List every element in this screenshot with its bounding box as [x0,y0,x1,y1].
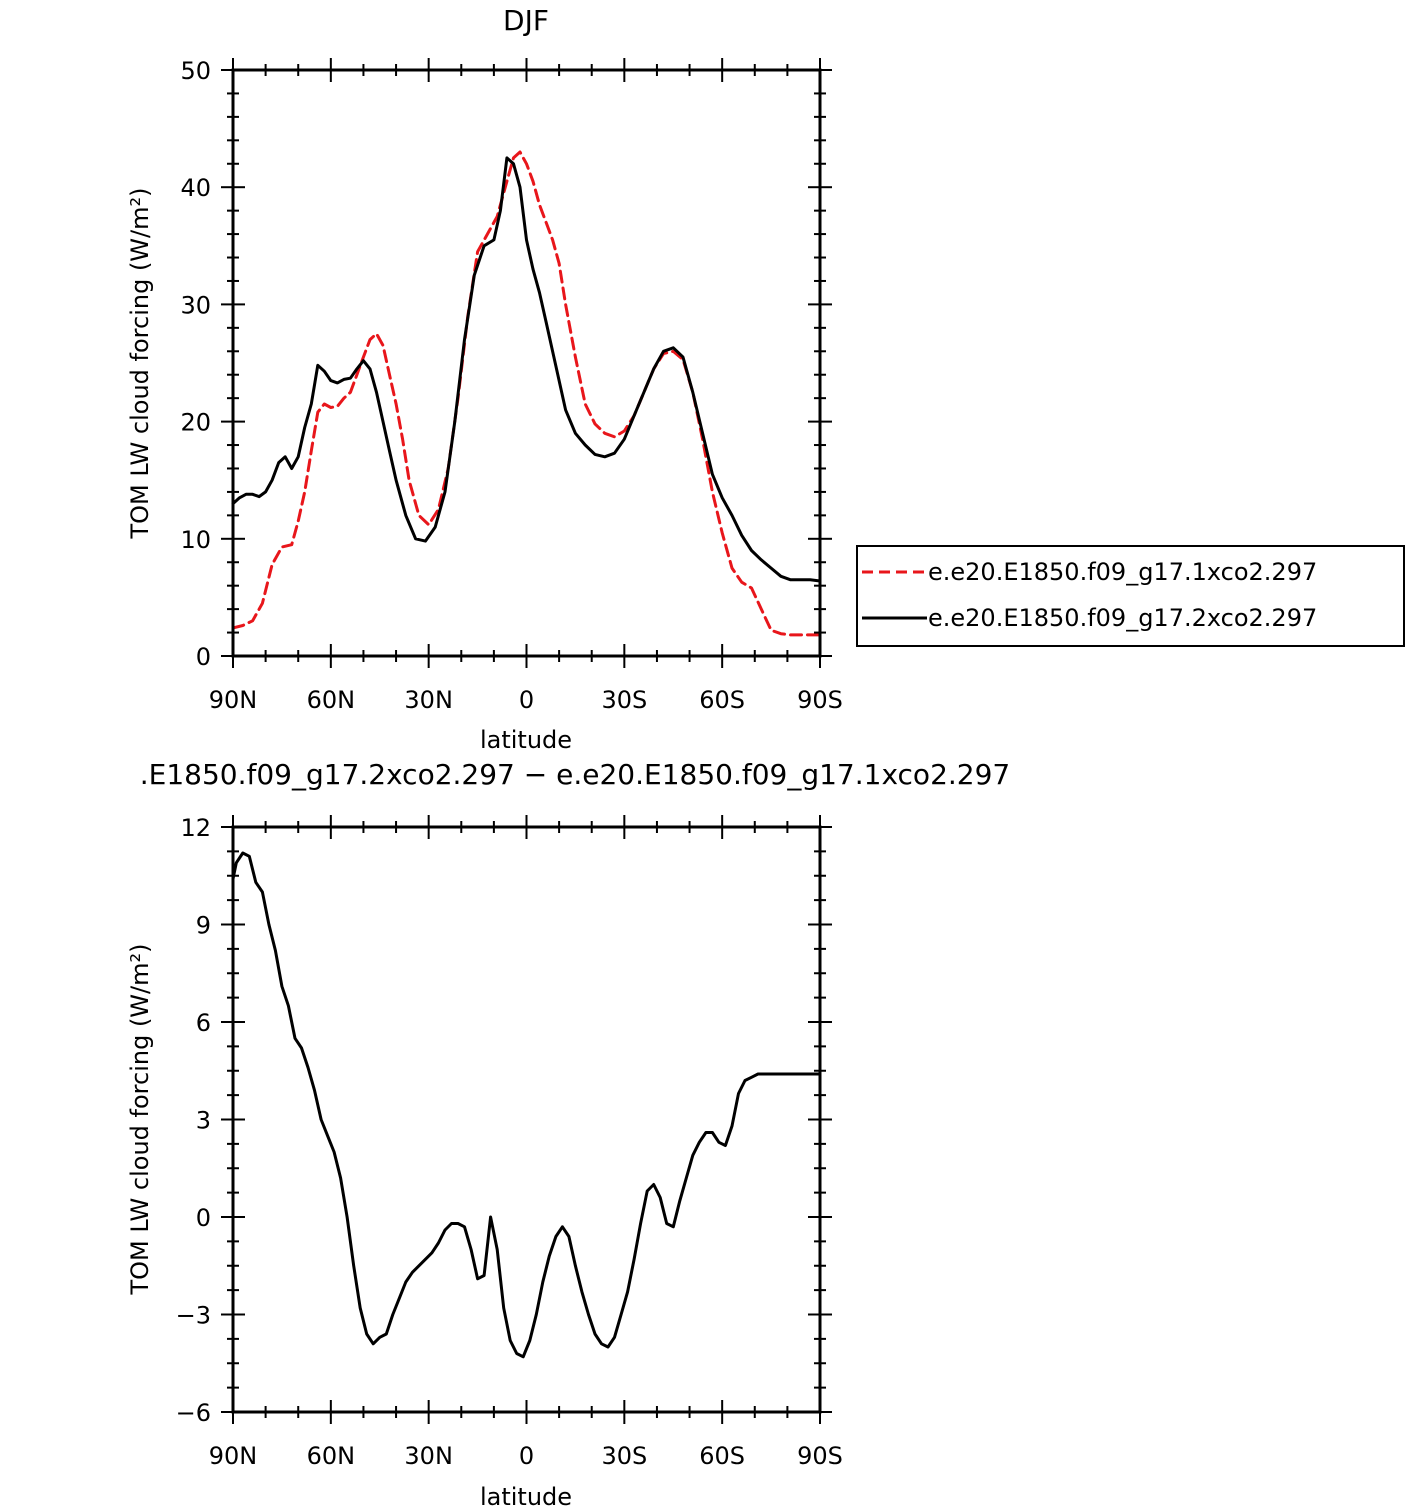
y-tick-label: 20 [180,409,211,437]
x-tick-label: 90N [209,686,258,714]
legend-label-1: e.e20.E1850.f09_g17.1xco2.297 [928,558,1317,586]
series-line-1 [231,150,822,637]
x-tick-label: 90S [797,1442,843,1470]
series-line-2 [231,156,822,583]
y-tick-label: 10 [180,526,211,554]
panel-top-chart: DJF 90N 60N 30N 0 30S 60S 90S 0 10 20 30 40 50 latit… [126,4,1405,754]
y-tick-label: −6 [176,1399,211,1427]
x-tick-label: 30N [404,1442,453,1470]
axis-ticks: 90N 60N 30N 0 30S 60S 90S 0 10 20 30 40 50 [180,57,842,714]
y-axis-title: TOM LW cloud forcing (W/m²) [126,188,154,540]
series-line-1 [231,851,822,1359]
x-axis-title: latitude [480,726,572,754]
x-tick-label: 90S [797,686,843,714]
y-tick-label: 12 [180,814,211,842]
x-tick-label: 0 [519,1442,534,1470]
x-tick-label: 60N [307,686,356,714]
x-tick-label: 30N [404,686,453,714]
y-tick-label: 0 [196,1204,211,1232]
x-tick-label: 90N [209,1442,258,1470]
y-tick-label: 40 [180,174,211,202]
series-group [231,851,822,1359]
x-tick-label: 30S [601,686,647,714]
x-tick-label: 30S [601,1442,647,1470]
legend-label-2: e.e20.E1850.f09_g17.2xco2.297 [928,604,1317,632]
y-tick-label: 30 [180,291,211,319]
y-tick-label: 0 [196,643,211,671]
x-axis-title: latitude [480,1483,572,1511]
y-axis-title: TOM LW cloud forcing (W/m²) [126,944,154,1296]
x-tick-label: 60S [699,686,745,714]
legend: e.e20.E1850.f09_g17.1xco2.297 e.e20.E185… [856,545,1405,647]
axis-ticks: 90N 60N 30N 0 30S 60S 90S −6 −3 0 3 6 9 12 [176,814,843,1470]
chart-title: DJF [503,4,549,37]
legend-box [856,545,1405,647]
x-tick-label: 60N [307,1442,356,1470]
series-group [231,150,822,637]
y-tick-label: 6 [196,1009,211,1037]
x-tick-label: 0 [519,686,534,714]
y-tick-label: −3 [176,1302,211,1330]
y-tick-label: 9 [196,912,211,940]
panel-bottom-chart: .E1850.f09_g17.2xco2.297 − e.e20.E1850.f… [126,758,1010,1511]
chart-title: .E1850.f09_g17.2xco2.297 − e.e20.E1850.f… [140,758,1010,791]
x-tick-label: 60S [699,1442,745,1470]
y-tick-label: 3 [196,1107,211,1135]
y-tick-label: 50 [180,57,211,85]
